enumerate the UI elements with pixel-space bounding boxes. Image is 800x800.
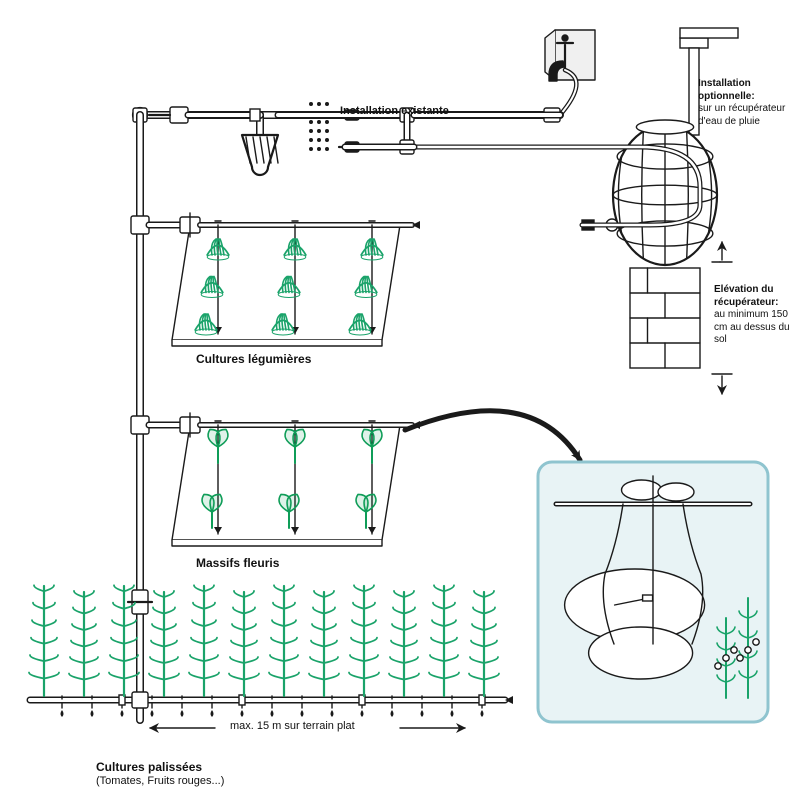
label-bed-flowers: Massifs fleuris (196, 556, 279, 571)
label-elevation: Elévation du récupérateur: au minimum 15… (714, 284, 798, 347)
label-bottom-limit: max. 15 m sur terrain plat (230, 720, 355, 734)
diagram-stage: Installation existante Installation opti… (0, 0, 800, 800)
label-bed-veg: Cultures légumières (196, 352, 311, 367)
label-existing-install: Installation existante (340, 105, 449, 119)
label-trellis: Cultures palissées (Tomates, Fruits roug… (96, 760, 224, 789)
label-optional-install: Installation optionnelle: sur un récupér… (698, 78, 796, 128)
diagram-svg (0, 0, 800, 800)
